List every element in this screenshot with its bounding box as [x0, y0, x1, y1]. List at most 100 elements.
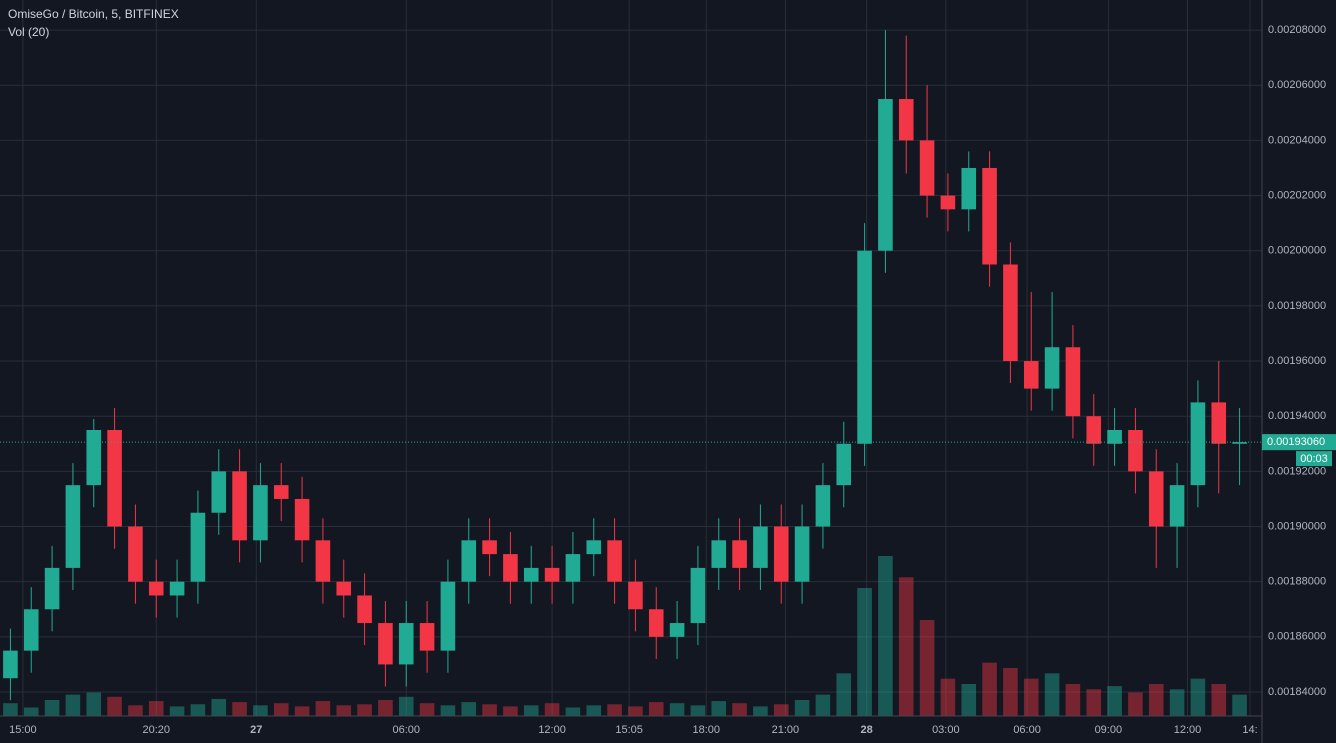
- volume-bar: [1128, 692, 1143, 716]
- candle-body: [815, 485, 831, 527]
- volume-bar: [732, 703, 747, 716]
- candle-body: [336, 581, 352, 596]
- volume-bar: [982, 662, 997, 716]
- volume-bar: [148, 701, 164, 716]
- candle-body: [65, 485, 81, 568]
- candle-body: [1044, 347, 1060, 389]
- countdown-label: 00:03: [1300, 453, 1328, 465]
- x-tick-label: 15:00: [9, 724, 37, 736]
- volume-bar: [690, 705, 706, 716]
- y-tick-label: 0.00204000: [1268, 134, 1326, 146]
- candle-body: [711, 540, 727, 568]
- candle-body: [565, 554, 581, 582]
- candle-body: [419, 623, 435, 651]
- candle-body: [169, 581, 185, 596]
- volume-bar: [86, 692, 102, 716]
- volume-bar: [44, 700, 60, 716]
- volume-bar: [544, 703, 560, 716]
- candle-body: [190, 512, 206, 582]
- volume-bar: [336, 705, 352, 716]
- y-tick-label: 0.00200000: [1268, 245, 1326, 257]
- candle-body: [836, 443, 852, 486]
- x-tick-label: 20:20: [142, 724, 170, 736]
- volume-bar: [169, 706, 185, 716]
- volume-bar: [940, 678, 956, 716]
- candle-body: [648, 609, 664, 637]
- candle-body: [1023, 361, 1039, 389]
- volume-bar: [1148, 684, 1164, 716]
- countdown-box: [1296, 451, 1332, 467]
- volume-bar: [753, 706, 768, 716]
- volume-bar: [961, 684, 977, 716]
- volume-bar: [1023, 678, 1039, 716]
- volume-bar: [65, 694, 81, 716]
- volume-bar: [919, 620, 935, 716]
- candle-body: [586, 540, 602, 555]
- candle-body: [232, 471, 247, 541]
- volume-bar: [586, 705, 602, 716]
- volume-bar: [294, 706, 310, 716]
- x-tick-label: 06:00: [1013, 724, 1041, 736]
- volume-bar: [315, 701, 331, 716]
- volume-bar: [273, 703, 289, 716]
- volume-bar: [357, 704, 372, 716]
- volume-bar: [628, 706, 643, 716]
- candle-body: [44, 567, 60, 610]
- y-tick-label: 0.00194000: [1268, 410, 1326, 422]
- candle-body: [1086, 416, 1102, 444]
- volume-bar: [503, 706, 518, 716]
- volume-bar: [773, 704, 789, 716]
- volume-bar: [1044, 673, 1060, 716]
- volume-bar: [232, 702, 247, 716]
- volume-bar: [253, 705, 268, 716]
- candle-body: [211, 471, 227, 513]
- candle-body: [378, 623, 393, 665]
- candle-body: [628, 581, 643, 610]
- candle-body: [482, 540, 497, 555]
- volume-bar: [1232, 694, 1247, 716]
- candle-body: [607, 540, 622, 582]
- candle-body: [773, 526, 789, 582]
- candle-body: [23, 609, 39, 651]
- candle-body: [253, 485, 268, 541]
- y-tick-label: 0.00202000: [1268, 189, 1326, 201]
- volume-bar: [794, 700, 810, 716]
- y-tick-label: 0.00186000: [1268, 631, 1326, 643]
- volume-bar: [1003, 668, 1018, 716]
- candle-body: [878, 99, 893, 251]
- candle-body: [1065, 347, 1081, 417]
- volume-bar: [482, 704, 497, 716]
- y-tick-label: 0.00206000: [1268, 79, 1326, 91]
- x-tick-label: 27: [250, 724, 262, 736]
- volume-bar: [128, 705, 143, 716]
- candle-body: [1211, 402, 1227, 444]
- y-tick-label: 0.00208000: [1268, 24, 1326, 36]
- candle-body: [732, 540, 747, 568]
- volume-bar: [1211, 684, 1227, 716]
- y-tick-label: 0.00196000: [1268, 355, 1326, 367]
- candle-body: [503, 554, 518, 582]
- volume-bar: [3, 703, 18, 716]
- volume-bar: [378, 700, 393, 716]
- candle-body: [148, 581, 164, 596]
- y-tick-label: 0.00192000: [1268, 465, 1326, 477]
- volume-bar: [711, 701, 727, 716]
- x-tick-label: 15:05: [615, 724, 643, 736]
- x-tick-label: 28: [861, 724, 873, 736]
- volume-bar: [607, 704, 622, 716]
- volume-bar: [1065, 684, 1081, 716]
- volume-bar: [1190, 678, 1206, 716]
- x-tick-label: 06:00: [392, 724, 420, 736]
- x-tick-label: 09:00: [1095, 724, 1123, 736]
- x-tick-label: 12:00: [1174, 724, 1202, 736]
- volume-bar: [669, 703, 685, 716]
- volume-bar: [23, 707, 39, 716]
- y-tick-label: 0.00198000: [1268, 300, 1326, 312]
- candle-body: [857, 250, 872, 444]
- y-tick-label: 0.00184000: [1268, 686, 1326, 698]
- candle-body: [1128, 429, 1143, 472]
- candle-body: [398, 623, 414, 665]
- y-tick-label: 0.00188000: [1268, 576, 1326, 588]
- last-price-box: [1262, 434, 1336, 451]
